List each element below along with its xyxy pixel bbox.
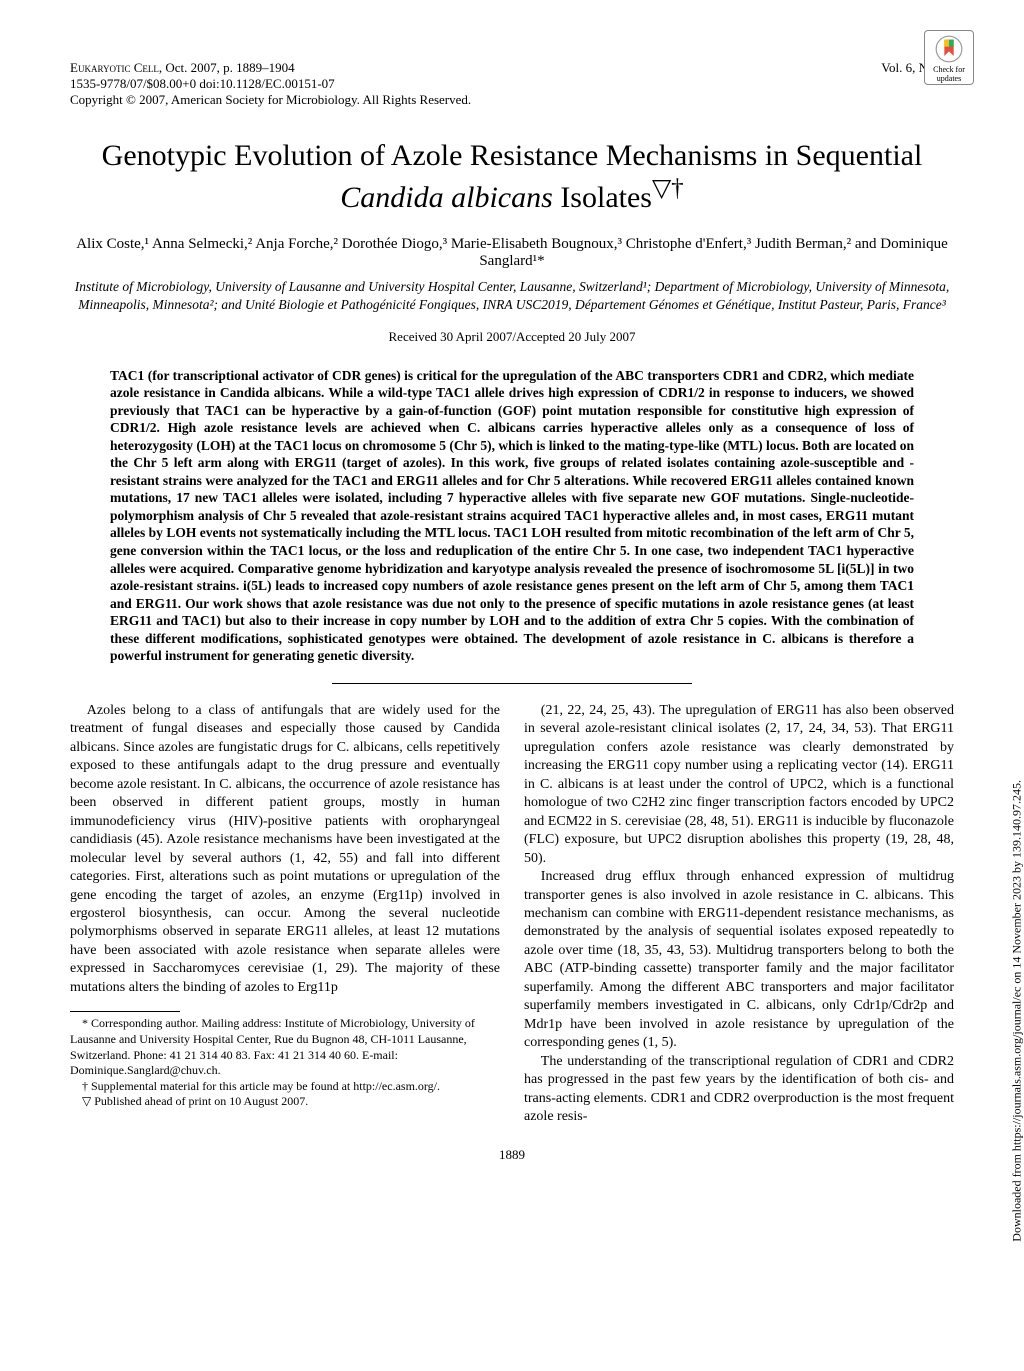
footnotes: * Corresponding author. Mailing address:… bbox=[70, 1016, 500, 1110]
check-updates-badge[interactable]: Check for updates bbox=[924, 30, 974, 85]
body-p1: Azoles belong to a class of antifungals … bbox=[70, 702, 500, 998]
issn-line: 1535-9778/07/$08.00+0 doi:10.1128/EC.001… bbox=[70, 76, 471, 92]
footnote-supplemental: † Supplemental material for this article… bbox=[70, 1079, 500, 1095]
body-columns: Azoles belong to a class of antifungals … bbox=[70, 702, 954, 1127]
check-updates-label: Check for updates bbox=[933, 65, 965, 83]
journal-name: Eukaryotic Cell bbox=[70, 60, 159, 75]
footnote-divider bbox=[70, 1011, 180, 1012]
affiliations: Institute of Microbiology, University of… bbox=[70, 278, 954, 314]
authors: Alix Coste,¹ Anna Selmecki,² Anja Forche… bbox=[70, 236, 954, 270]
download-watermark: Downloaded from https://journals.asm.org… bbox=[1010, 780, 1024, 1242]
body-p3: Increased drug efflux through enhanced e… bbox=[524, 868, 954, 1053]
article-title: Genotypic Evolution of Azole Resistance … bbox=[70, 138, 954, 216]
title-line1: Genotypic Evolution of Azole Resistance … bbox=[102, 139, 923, 172]
page-number: 1889 bbox=[70, 1147, 954, 1163]
abstract: TAC1 (for transcriptional activator of C… bbox=[110, 367, 914, 665]
title-symbols: ▽† bbox=[652, 175, 684, 202]
footnote-published: ▽ Published ahead of print on 10 August … bbox=[70, 1094, 500, 1110]
bookmark-icon bbox=[935, 35, 963, 63]
body-p4: The understanding of the transcriptional… bbox=[524, 1053, 954, 1127]
copyright-line: Copyright © 2007, American Society for M… bbox=[70, 92, 471, 108]
footnote-corresponding: * Corresponding author. Mailing address:… bbox=[70, 1016, 500, 1078]
issue-date: , Oct. 2007, p. 1889–1904 bbox=[159, 60, 295, 75]
title-line2-post: Isolates bbox=[553, 181, 652, 214]
abstract-divider bbox=[332, 683, 692, 684]
header: Eukaryotic Cell, Oct. 2007, p. 1889–1904… bbox=[70, 60, 954, 108]
header-left: Eukaryotic Cell, Oct. 2007, p. 1889–1904… bbox=[70, 60, 471, 108]
received-date: Received 30 April 2007/Accepted 20 July … bbox=[70, 329, 954, 345]
body-p2: (21, 22, 24, 25, 43). The upregulation o… bbox=[524, 702, 954, 868]
title-species: Candida albicans bbox=[340, 181, 553, 214]
